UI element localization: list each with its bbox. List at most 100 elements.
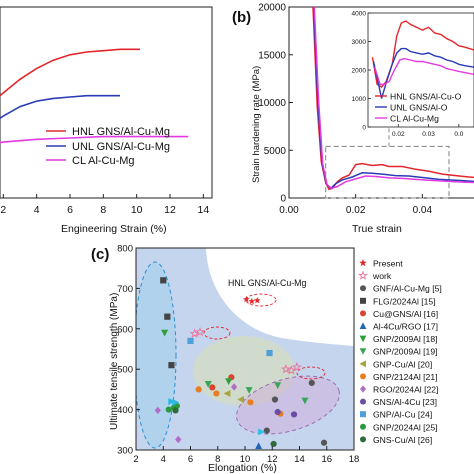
point-work <box>291 361 302 372</box>
legend-label-hnl: HNL GNS/Al-Cu-Mg <box>72 126 170 138</box>
point-gnf-al-cu-mg-5 <box>263 427 270 434</box>
panel-c-xlabel: Elongation (%) <box>208 462 277 474</box>
c-xtick-label: 14 <box>294 454 305 465</box>
legend-marker-rgo-2024al-22 <box>360 385 366 393</box>
c-ytick-label: 800 <box>117 244 133 255</box>
point-al-4cu-rgo-17 <box>255 442 263 450</box>
inset-xtick-label: 0.0 <box>454 131 463 138</box>
curve-hnl-gns-al-cu-mg <box>0 48 140 97</box>
c-xtick-label: 16 <box>321 454 332 465</box>
b-ytick-label: 0 <box>280 194 286 205</box>
curve-cl-al-cu-mg <box>313 6 474 190</box>
b-ytick-label: 5000 <box>264 146 287 157</box>
c-ytick-label: 700 <box>117 284 133 295</box>
panel-c-legend: Present work GNF/Al-Cu-Mg [5] FLG/2024Al [1… <box>358 259 442 445</box>
point-extra <box>258 428 266 436</box>
inset-frame <box>367 12 474 128</box>
legend-marker-gns-al-4cu-23 <box>360 398 366 405</box>
point-gnp-al-cu-24 <box>266 349 273 357</box>
a-xtick-label: 4 <box>34 204 40 216</box>
inset-ytick-label: 0 <box>362 125 366 132</box>
zoom-rect <box>325 145 450 199</box>
present-work-ellipse <box>245 293 277 307</box>
inset-legend-label-hnl: HNL GNS/Al-Cu-O <box>390 92 462 102</box>
legend-marker-al-4cu-rgo-17 <box>359 322 367 329</box>
point-flg-2024al-15 <box>164 313 171 320</box>
legend-label-gns-cu-al-26: GNS-Cu/Al [26] <box>373 435 432 445</box>
panel-a-legend: HNL GNS/Al-Cu-Mg UNL GNS/Al-Cu-Mg CL Al-… <box>46 126 170 167</box>
a-xtick-label: 10 <box>131 204 143 216</box>
legend-label-gnp-2024al-25: GNP/2024Al [25] <box>373 422 438 432</box>
point-flg-2024al-15 <box>168 362 175 369</box>
inset-legend-label-cl: CL Al-Cu-Mg <box>390 114 439 124</box>
b-ytick-label: 20000 <box>258 3 286 14</box>
a-xtick-label: 6 <box>67 204 73 216</box>
point-gnp-2009al-18 <box>225 378 233 386</box>
b-ytick-label: 10000 <box>258 98 286 109</box>
a-xtick-label: 14 <box>197 204 209 216</box>
zoom-box <box>325 127 450 199</box>
panel-c-label: (c) <box>91 246 109 263</box>
point-extra <box>270 440 277 448</box>
inset-xtick-label: 0.03 <box>422 131 435 138</box>
legend-label-present: Present <box>373 259 403 269</box>
point-rgo-2024al-22 <box>175 435 182 444</box>
inset-ytick-label: 1000 <box>352 96 367 103</box>
inset-legend-label-unl: UNL GNS/Al-O <box>390 103 448 113</box>
point-work <box>189 328 200 338</box>
point-gns-cu-al-26 <box>172 407 179 414</box>
c-xtick-label: 10 <box>240 454 251 465</box>
panel-b-inset: 0 1000 2000 3000 4000 0.02 0.03 0.0 HNL GNS/Al-… <box>352 11 474 138</box>
c-ytick-label: 400 <box>117 405 133 416</box>
c-ytick-label: 300 <box>117 446 133 457</box>
legend-marker-gnp-2124al-21 <box>360 373 366 380</box>
c-xtick-label: 6 <box>188 454 193 465</box>
panel-b-xlabel: True strain <box>352 223 402 235</box>
ellipse-work-2 <box>296 366 326 380</box>
point-gnp-2009al-19 <box>301 397 309 405</box>
point-rgo-2024al-22 <box>231 383 238 391</box>
point-work <box>195 326 205 337</box>
point-work <box>286 365 297 375</box>
point-gnp-cu-al-20 <box>237 396 245 403</box>
inset-ytick-label: 3000 <box>352 39 367 46</box>
point-present <box>253 296 261 304</box>
inset-xtick-label: 0.02 <box>392 131 405 138</box>
point-gns-al-4cu-23 <box>274 408 281 416</box>
c-ytick-label: 600 <box>117 324 133 335</box>
panel-b: (b) 0.000.020.040.005000100001500020000 … <box>232 3 474 235</box>
legend-label-gnp-cu-al-20: GNP-Cu/Al [20] <box>373 359 432 369</box>
point-extra <box>168 398 176 406</box>
point-gnp-2124al-21 <box>195 386 202 393</box>
point-gnp-2124al-21 <box>213 390 220 397</box>
legend-label-work: work <box>372 271 392 281</box>
b-ytick-label: 15000 <box>258 50 286 61</box>
point-rgo-2024al-22 <box>154 406 161 415</box>
point-gnp-2024al-25 <box>165 406 172 413</box>
panel-a-xlabel: Engineering Strain (%) <box>61 223 167 235</box>
panel-a-frame <box>0 6 213 199</box>
point-present <box>242 295 250 303</box>
legend-marker-gnp-cu-al-20 <box>359 360 366 368</box>
b-xtick-label: 0.04 <box>413 205 433 216</box>
inset-legend: HNL GNS/Al-Cu-O UNL GNS/Al-O CL Al-Cu-Mg <box>375 92 462 124</box>
point-work <box>280 364 291 374</box>
legend-marker-gnp-2009al-18 <box>359 335 367 343</box>
b-xtick-label: 0.02 <box>346 205 366 216</box>
legend-marker-flg-2024al-15 <box>360 297 366 304</box>
a-xtick-label: 12 <box>164 204 176 216</box>
a-xtick-label: 2 <box>0 204 6 216</box>
legend-marker-gns-cu-al-26 <box>360 436 366 443</box>
panel-a: 2 4 6 8 10 12 14 HNL GNS/Al-Cu-Mg UNL GNS/Al-C… <box>0 6 213 235</box>
point-gnp-2009al-19 <box>245 387 253 394</box>
panel-b-ylabel: Strain hardening rate (MPa) <box>251 66 262 183</box>
legend-marker-work <box>358 270 368 280</box>
point-gnp-2124al-21 <box>247 399 254 406</box>
point-flg-2024al-15 <box>160 277 167 284</box>
point-gnf-al-cu-mg-5 <box>308 379 315 387</box>
point-cu-gns-al-16 <box>209 384 216 391</box>
legend-label-cu-gns-al-16: Cu@GNS/Al [16] <box>373 309 438 319</box>
legend-label-gnf-al-cu-mg-5: GNF/Al-Cu-Mg [5] <box>373 284 442 294</box>
point-gnp-cu-al-20 <box>223 389 231 397</box>
curve-unl-gns-al-cu-mg <box>0 94 120 120</box>
